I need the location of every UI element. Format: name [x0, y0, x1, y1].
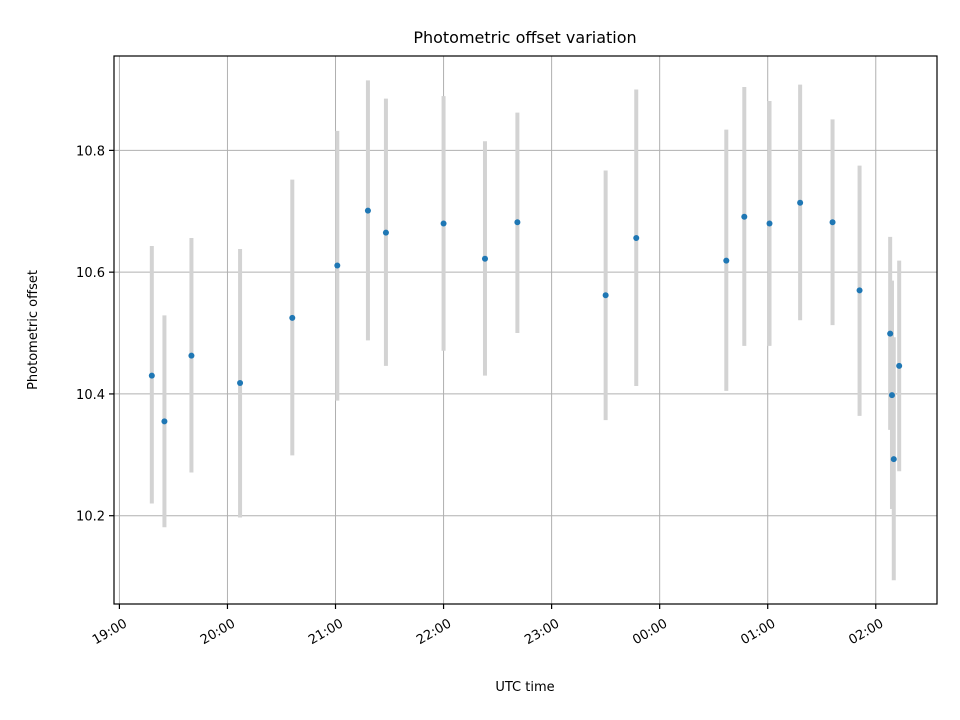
x-tick-label: 02:00: [846, 616, 886, 648]
y-axis-label: Photometric offset: [26, 270, 41, 390]
data-point: [766, 220, 773, 227]
data-point: [334, 262, 341, 269]
x-tick-label: 19:00: [90, 616, 130, 648]
plot-frame: [113, 55, 938, 605]
data-point: [514, 219, 521, 226]
y-tick-label: 10.8: [76, 144, 105, 159]
data-point: [888, 392, 895, 399]
data-point: [797, 199, 804, 206]
data-point: [887, 330, 894, 337]
x-axis-ticks: 19:00 20:00 21:00 22:00 23:00 00:00 01:00 02:00: [90, 604, 886, 648]
chart-title: Photometric offset variation: [413, 28, 636, 47]
data-point: [289, 314, 296, 321]
data-point: [148, 372, 155, 379]
data-point: [364, 207, 371, 214]
y-axis-ticks: 10.2 10.4 10.6 10.8: [76, 144, 114, 525]
x-axis-label: UTC time: [495, 680, 554, 695]
data-point: [633, 235, 640, 242]
errorbar-layer: [149, 80, 902, 581]
data-point: [896, 362, 903, 369]
x-tick-label: 01:00: [738, 616, 778, 648]
data-point: [723, 257, 730, 264]
grid-layer: [114, 56, 937, 604]
y-tick-label: 10.4: [76, 388, 105, 403]
data-point: [856, 287, 863, 294]
data-point: [188, 352, 195, 359]
x-tick-label: 21:00: [306, 616, 346, 648]
data-point: [161, 418, 168, 425]
data-point: [602, 292, 609, 299]
y-tick-label: 10.2: [76, 510, 105, 525]
data-point: [440, 220, 447, 227]
data-point: [382, 229, 389, 236]
x-tick-label: 22:00: [414, 616, 454, 648]
data-point: [890, 456, 897, 463]
y-tick-label: 10.6: [76, 266, 105, 281]
x-tick-label: 20:00: [198, 616, 238, 648]
data-point: [481, 255, 488, 262]
data-point: [237, 379, 244, 386]
point-layer: [148, 199, 903, 463]
data-point: [741, 213, 748, 220]
x-tick-label: 00:00: [630, 616, 670, 648]
data-point: [829, 219, 836, 226]
x-tick-label: 23:00: [522, 616, 562, 648]
